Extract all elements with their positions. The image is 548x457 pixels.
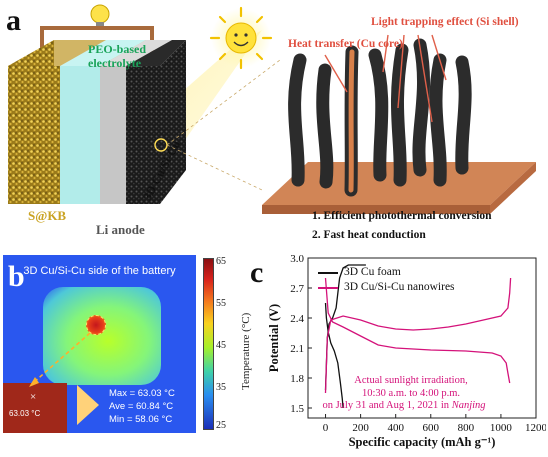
stat-max: Max = 63.03 °C (109, 388, 175, 399)
inset-marker-icon: × (30, 391, 37, 403)
y-tick-label: 3.0 (290, 253, 304, 265)
x-axis-label: Specific capacity (mAh g⁻¹) (349, 435, 496, 449)
x-tick-label: 400 (387, 422, 404, 434)
panel-b-title: 3D Cu/Si-Cu side of the battery (23, 265, 176, 277)
point-2: 2. Fast heat conduction (312, 229, 426, 241)
anode-label: Li anode (96, 222, 145, 237)
y-tick-label: 2.4 (290, 313, 304, 325)
legend: 3D Cu foam 3D Cu/Si-Cu nanowires (318, 265, 455, 295)
colorbar-tick: 65 (216, 256, 226, 267)
series-0-segment-0 (324, 302, 344, 409)
hotspot (86, 315, 106, 335)
legend-swatch-cu-si (318, 286, 338, 289)
colorbar-ticks: 65 55 45 35 25 (216, 256, 232, 431)
legend-item-cu-foam: 3D Cu foam (318, 265, 455, 280)
plot-frame (307, 257, 537, 419)
legend-item-cu-si: 3D Cu/Si-Cu nanowires (318, 280, 455, 295)
inset-temp: 63.03 °C (9, 409, 41, 418)
panel-a-letter: a (6, 4, 21, 37)
colorbar-tick: 55 (216, 298, 226, 309)
x-tick-label: 800 (458, 422, 475, 434)
series-1-segment-0 (324, 277, 511, 384)
stats-box: Max = 63.03 °C Ave = 60.84 °C Min = 58.0… (109, 387, 175, 426)
chevron-right-icon (77, 385, 99, 425)
warm-region (43, 287, 161, 385)
colorbar (203, 258, 214, 430)
voltage-profile-chart: 0 200 400 600 800 1000 1200 1.5 1.8 2.1 2.4 2.7 3.0 S… (267, 253, 546, 449)
annotation: Actual sunlight irradiation, 10:30 a.m. … (322, 375, 486, 411)
y-tick-label: 1.5 (290, 403, 304, 415)
colorbar-tick: 35 (216, 382, 226, 393)
cathode-label: S@KB (28, 208, 67, 223)
light-trapping-label: Light trapping effect (Si shell) (371, 16, 519, 28)
series-1-segment-1 (324, 277, 512, 394)
sun-icon (209, 6, 273, 70)
panel-b-letter: b (8, 260, 25, 293)
inset-swatch: × 63.03 °C (3, 383, 67, 433)
y-tick-label: 1.8 (290, 373, 304, 385)
x-tick-label: 600 (423, 422, 440, 434)
legend-swatch-cu-foam (318, 271, 338, 274)
stat-min: Min = 58.06 °C (109, 414, 173, 425)
heat-transfer-label: Heat transfer (Cu core) (288, 38, 403, 50)
y-tick-label: 2.1 (290, 343, 304, 355)
lightbulb-icon (90, 4, 110, 28)
colorbar-tick: 45 (216, 340, 226, 351)
thermal-image: 3D Cu/Si-Cu side of the battery × 63.03 … (3, 255, 196, 433)
panel-c-letter: c (250, 256, 264, 289)
x-tick-label: 0 (323, 422, 329, 434)
colorbar-tick: 25 (216, 420, 226, 431)
y-tick-label: 2.7 (290, 283, 304, 295)
x-tick-label: 200 (352, 422, 369, 434)
stat-ave: Ave = 60.84 °C (109, 401, 174, 412)
panel-a-illustration (8, 4, 536, 214)
electrolyte-label: PEO-based electrolyte (88, 42, 147, 70)
y-axis-label: Potential (V) (267, 304, 281, 372)
panel-b-arrow (29, 332, 91, 387)
point-1: 1. Efficient photothermal conversion (312, 210, 492, 222)
colorbar-label: Temperature (°C) (240, 312, 252, 390)
x-tick-label: 1000 (490, 422, 513, 434)
x-tick-label: 1200 (525, 422, 546, 434)
